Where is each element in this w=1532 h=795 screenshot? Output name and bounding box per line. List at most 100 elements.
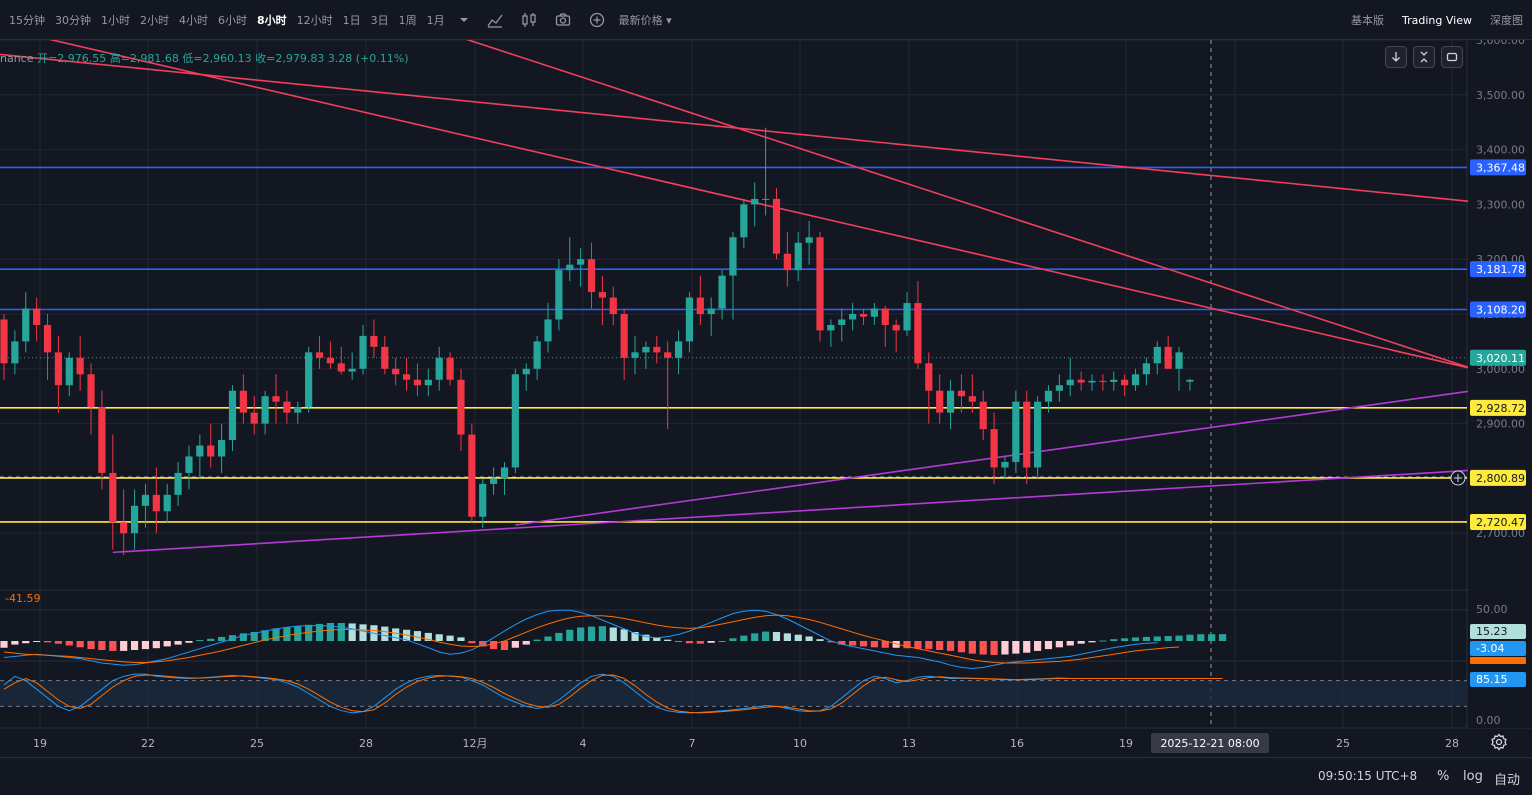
candle-body xyxy=(729,237,737,276)
price-tick-label: 2,700.00 xyxy=(1476,527,1525,540)
macd-histogram-bar xyxy=(468,641,476,644)
candle-body xyxy=(413,379,422,386)
timeframe-1d[interactable]: 1日 xyxy=(342,13,361,27)
macd-histogram-bar xyxy=(500,641,509,650)
timeframe-1h[interactable]: 1小时 xyxy=(101,13,130,27)
candle-body xyxy=(1099,380,1107,382)
timeframe-1w[interactable]: 1周 xyxy=(398,13,417,27)
macd-histogram-bar xyxy=(185,641,193,643)
view-depth[interactable]: 深度图 xyxy=(1490,14,1523,27)
macd-histogram-bar xyxy=(577,627,585,641)
candle-body xyxy=(642,346,650,353)
macd-histogram-bar xyxy=(674,641,683,642)
candle-body xyxy=(315,352,324,358)
candle-body xyxy=(435,357,443,380)
price-type-dropdown[interactable]: 最新价格 ▾ xyxy=(614,12,677,28)
timeframe-6h[interactable]: 6小时 xyxy=(218,13,247,27)
candle-body xyxy=(914,303,922,364)
macd-histogram-bar xyxy=(479,641,487,647)
timeframe-dropdown-icon[interactable] xyxy=(450,15,478,25)
macd-histogram-bar xyxy=(163,641,171,647)
macd-histogram-bar xyxy=(849,641,857,646)
chart-type-icon[interactable] xyxy=(512,12,546,28)
candle-body xyxy=(337,363,345,372)
view-tradingview[interactable]: Trading View xyxy=(1402,13,1472,27)
view-basic[interactable]: 基本版 xyxy=(1351,14,1385,27)
macd-histogram-bar xyxy=(1208,634,1216,641)
candle-body xyxy=(141,494,150,506)
timeframe-2h[interactable]: 2小时 xyxy=(140,13,169,27)
candlestick-chart[interactable]: -41.59 3,600.00 3,500.00 3,400.00 3,300.00 3… xyxy=(0,40,1532,757)
candle-body xyxy=(925,363,933,391)
macd-histogram-bar xyxy=(1023,641,1031,653)
macd-line xyxy=(3,609,1158,670)
candle-body xyxy=(22,308,30,342)
percent-toggle[interactable]: % xyxy=(1437,769,1450,784)
price-level-tag xyxy=(1470,469,1526,486)
timeframe-4h[interactable]: 4小时 xyxy=(179,13,208,27)
candle-body xyxy=(424,379,432,386)
macd-value-label: -41.59 xyxy=(5,592,40,605)
price-tick-label: 3,600.00 xyxy=(1476,40,1525,47)
macd-histogram-bar xyxy=(152,641,160,649)
price-levels xyxy=(0,166,1467,523)
price-level-label: 2,800.89 xyxy=(1476,472,1525,485)
signal-line-tag xyxy=(1470,657,1526,664)
candle-body xyxy=(587,259,596,293)
timeframe-1m[interactable]: 1月 xyxy=(426,13,445,27)
indicator-icon[interactable] xyxy=(478,12,512,28)
candle-body xyxy=(11,341,19,364)
macd-histogram-bar xyxy=(805,636,813,641)
time-tick-label: 7 xyxy=(689,737,696,750)
candle-body xyxy=(783,253,791,271)
timeframe-3d[interactable]: 3日 xyxy=(370,13,389,27)
macd-histogram-bar xyxy=(446,635,454,641)
camera-icon[interactable] xyxy=(546,12,580,28)
candle-body xyxy=(98,407,106,473)
macd-histogram-bar xyxy=(1055,641,1063,648)
collapse-icon[interactable] xyxy=(1413,46,1435,68)
scroll-down-icon[interactable] xyxy=(1385,46,1407,68)
candle-body xyxy=(805,237,813,243)
macd-histogram-bar xyxy=(315,623,324,641)
price-axis-bg xyxy=(1468,40,1532,728)
trendline-purple-lower xyxy=(112,469,1473,554)
add-icon[interactable] xyxy=(580,12,614,28)
candle-body xyxy=(881,308,889,325)
macd-histogram-bar xyxy=(1066,641,1074,646)
time-axis[interactable]: 19 22 25 28 12月 4 7 10 13 16 19 25 28 2025-12-21 08:0… xyxy=(33,733,1459,753)
auto-toggle[interactable]: 自动 xyxy=(1494,773,1521,788)
macd-histogram-bar xyxy=(218,636,226,641)
candle-body xyxy=(392,368,400,375)
candle-body xyxy=(751,198,759,205)
settings-gear-icon[interactable] xyxy=(1490,733,1510,753)
signal-line xyxy=(3,614,1180,664)
macd-histogram-bar xyxy=(533,639,541,641)
candle-body xyxy=(740,204,748,238)
candle-body xyxy=(239,390,247,413)
macd-histogram-bar xyxy=(859,641,868,647)
trendlines xyxy=(0,40,1474,554)
macd-histogram-bar xyxy=(631,632,639,641)
candle-body xyxy=(402,374,411,380)
macd-histogram-bar xyxy=(990,641,998,655)
price-axis[interactable]: 3,600.003,500.003,400.003,300.003,200.00… xyxy=(1450,40,1532,728)
candle-body xyxy=(892,324,900,331)
candle-body xyxy=(196,445,204,457)
timeframe-15m[interactable]: 15分钟 xyxy=(9,13,45,27)
macd-histogram-bar xyxy=(348,623,356,641)
log-toggle[interactable]: log xyxy=(1463,769,1483,784)
macd-histogram-bar xyxy=(642,634,650,641)
timeframe-30m[interactable]: 30分钟 xyxy=(55,13,91,27)
candle-body xyxy=(54,352,62,386)
fullscreen-icon[interactable] xyxy=(1441,46,1463,68)
stoch-axis-label: 0.00 xyxy=(1476,714,1501,727)
timeframe-12h[interactable]: 12小时 xyxy=(296,13,333,27)
candle-body xyxy=(849,314,857,320)
clock: 09:50:15 UTC+8 xyxy=(1318,769,1418,783)
timeframe-8h[interactable]: 8小时 xyxy=(257,13,287,27)
candle-body xyxy=(359,335,367,369)
macd-histogram-bar xyxy=(620,629,628,641)
candle-body xyxy=(577,259,585,265)
macd-histogram-bar xyxy=(1121,638,1129,641)
